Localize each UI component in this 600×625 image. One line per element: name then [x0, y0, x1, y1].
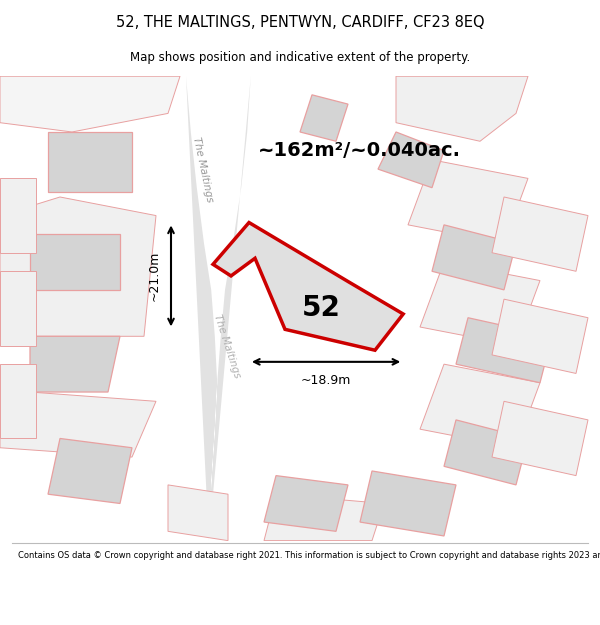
Text: Map shows position and indicative extent of the property.: Map shows position and indicative extent… — [130, 51, 470, 64]
Polygon shape — [0, 178, 36, 252]
Polygon shape — [0, 197, 156, 336]
Polygon shape — [0, 392, 156, 457]
Polygon shape — [300, 95, 348, 141]
Polygon shape — [48, 439, 132, 504]
Polygon shape — [432, 225, 516, 290]
Polygon shape — [0, 271, 36, 346]
Polygon shape — [408, 160, 528, 243]
Polygon shape — [396, 76, 528, 141]
Polygon shape — [444, 420, 528, 485]
Polygon shape — [168, 485, 228, 541]
Polygon shape — [186, 76, 251, 541]
Polygon shape — [0, 364, 36, 439]
Polygon shape — [264, 494, 384, 541]
Polygon shape — [30, 234, 120, 290]
Polygon shape — [420, 364, 540, 448]
Polygon shape — [420, 262, 540, 346]
Polygon shape — [213, 222, 403, 350]
Polygon shape — [264, 476, 348, 531]
Polygon shape — [492, 299, 588, 374]
Text: ~18.9m: ~18.9m — [301, 374, 351, 387]
Text: ~21.0m: ~21.0m — [148, 251, 161, 301]
Text: Contains OS data © Crown copyright and database right 2021. This information is : Contains OS data © Crown copyright and d… — [18, 551, 600, 560]
Text: The Maltings: The Maltings — [191, 136, 215, 202]
Text: 52, THE MALTINGS, PENTWYN, CARDIFF, CF23 8EQ: 52, THE MALTINGS, PENTWYN, CARDIFF, CF23… — [116, 16, 484, 31]
Polygon shape — [378, 132, 444, 188]
Text: ~162m²/~0.040ac.: ~162m²/~0.040ac. — [258, 141, 461, 160]
Polygon shape — [0, 76, 180, 132]
Polygon shape — [456, 318, 552, 382]
Polygon shape — [48, 132, 132, 192]
Polygon shape — [492, 401, 588, 476]
Polygon shape — [30, 336, 120, 392]
Text: The Maltings: The Maltings — [212, 312, 242, 379]
Polygon shape — [492, 197, 588, 271]
Text: 52: 52 — [302, 294, 340, 322]
Polygon shape — [360, 471, 456, 536]
